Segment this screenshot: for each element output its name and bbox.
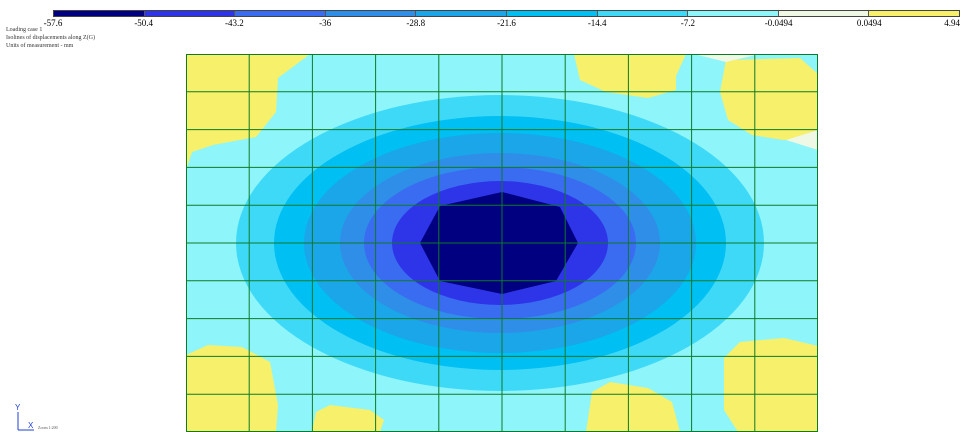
- legend-tick-label: -28.8: [406, 18, 426, 28]
- legend-tick-label: -21.6: [497, 18, 516, 28]
- legend-color-bar: [53, 10, 960, 17]
- contour-band-positive: [312, 405, 384, 432]
- legend-swatch: [235, 11, 326, 16]
- coordinate-axes-icon: Y X: [15, 403, 34, 431]
- legend-swatch: [597, 11, 689, 16]
- legend-tick-label: 4.94: [944, 18, 960, 28]
- isoline-title-text: Isolines of displacements along Z(G): [6, 35, 95, 41]
- contour-band-near-zero: [786, 130, 818, 150]
- contour-band-positive: [186, 54, 310, 170]
- legend-swatch: [688, 11, 779, 16]
- legend-tick-label: 0.0494: [856, 18, 882, 28]
- legend-swatch: [506, 11, 598, 16]
- legend-tick-label: -0.0494: [764, 18, 793, 28]
- legend-swatch: [778, 11, 870, 16]
- legend-tick-label: -50.4: [134, 18, 154, 28]
- units-text: Units of measurement - mm: [6, 43, 74, 49]
- legend-tick-label: -14.4: [587, 18, 607, 28]
- load-case-text: Loading case 1: [6, 27, 43, 33]
- contour-band-positive: [720, 58, 818, 140]
- legend-tick-label: -57.6: [43, 18, 63, 28]
- legend-tick-label: -36: [319, 18, 332, 28]
- contour-band-near-zero: [694, 54, 760, 62]
- scale-text: Zoom 1:200: [38, 425, 58, 430]
- legend-swatch: [325, 11, 417, 16]
- legend-swatch: [144, 11, 236, 16]
- legend-swatch: [869, 11, 959, 16]
- contour-band-positive: [574, 54, 686, 98]
- mesh-grid: [186, 54, 818, 432]
- legend-swatch: [416, 11, 507, 16]
- contour-band-positive: [724, 338, 818, 432]
- y-axis-label: Y: [15, 403, 21, 412]
- x-axis-label: X: [28, 421, 34, 430]
- legend-tick-label: -43.2: [225, 18, 244, 28]
- legend-tick-label: -7.2: [680, 18, 696, 28]
- contour-band-positive: [186, 345, 278, 432]
- legend-swatch: [54, 11, 145, 16]
